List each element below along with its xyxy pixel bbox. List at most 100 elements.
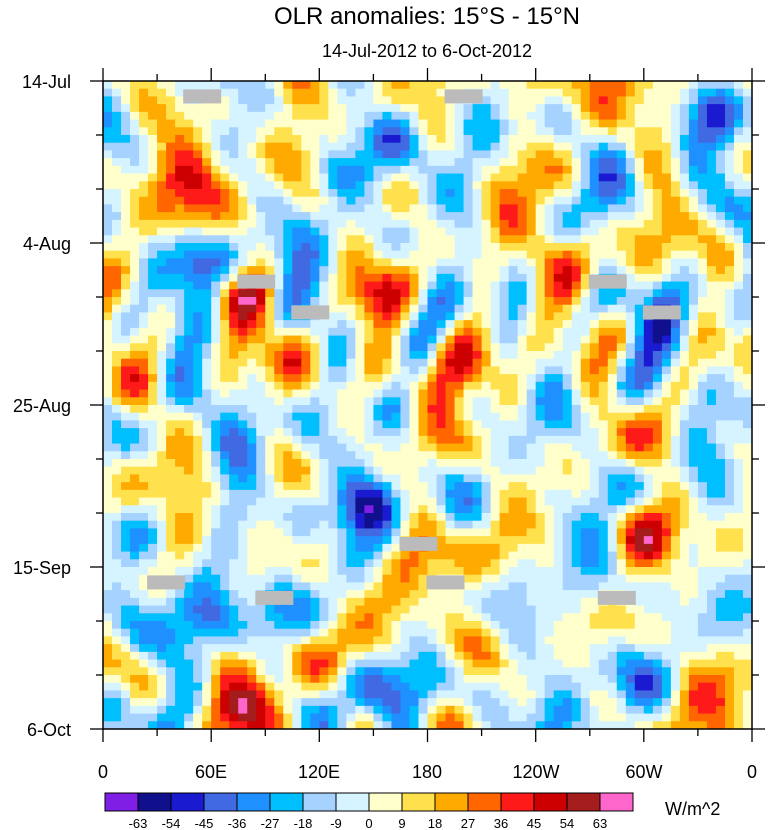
anomaly-cell	[427, 567, 438, 576]
anomaly-cell	[121, 111, 131, 121]
anomaly-cell	[652, 235, 663, 244]
anomaly-cell	[427, 597, 438, 607]
anomaly-cell	[643, 266, 654, 275]
anomaly-cell	[301, 428, 311, 437]
anomaly-cell	[292, 590, 302, 599]
anomaly-cell	[427, 189, 438, 198]
anomaly-cell	[724, 281, 735, 290]
anomaly-cell	[319, 181, 329, 190]
anomaly-cell	[607, 104, 618, 113]
anomaly-cell	[121, 135, 131, 144]
anomaly-cell	[697, 204, 708, 213]
anomaly-cell	[346, 219, 356, 229]
anomaly-cell	[292, 173, 302, 182]
anomaly-cell	[517, 165, 528, 175]
anomaly-cell	[400, 497, 411, 506]
anomaly-cell	[508, 304, 519, 314]
anomaly-cell	[472, 227, 483, 236]
anomaly-cell	[427, 81, 438, 90]
anomaly-cell	[634, 474, 645, 483]
anomaly-cell	[634, 605, 645, 614]
anomaly-cell	[175, 212, 185, 221]
anomaly-cell	[733, 420, 744, 429]
anomaly-cell	[409, 196, 420, 206]
anomaly-cell	[301, 405, 311, 414]
anomaly-cell	[373, 235, 384, 244]
anomaly-cell	[481, 150, 492, 159]
anomaly-cell	[121, 88, 131, 98]
anomaly-cell	[661, 343, 672, 352]
anomaly-cell	[544, 466, 555, 476]
anomaly-cell	[643, 173, 654, 182]
anomaly-cell	[472, 590, 483, 599]
anomaly-cell	[661, 335, 672, 344]
anomaly-cell	[346, 405, 356, 414]
anomaly-cell	[562, 528, 573, 537]
anomaly-cell	[634, 196, 645, 206]
anomaly-cell	[409, 258, 420, 267]
anomaly-cell	[391, 165, 402, 175]
anomaly-cell	[724, 582, 735, 591]
anomaly-cell	[319, 482, 329, 491]
anomaly-cell	[463, 451, 474, 460]
anomaly-cell	[337, 312, 347, 321]
anomaly-cell	[742, 88, 752, 98]
anomaly-cell	[508, 528, 519, 537]
anomaly-cell	[463, 574, 474, 584]
anomaly-cell	[256, 181, 266, 190]
anomaly-cell	[634, 381, 645, 391]
anomaly-cell	[706, 135, 717, 144]
anomaly-cell	[265, 289, 275, 298]
anomaly-cell	[148, 258, 158, 267]
anomaly-cell	[697, 119, 708, 128]
anomaly-cell	[328, 196, 338, 206]
anomaly-cell	[580, 459, 591, 468]
anomaly-cell	[220, 489, 230, 499]
anomaly-cell	[472, 397, 483, 406]
anomaly-cell	[202, 567, 212, 576]
anomaly-cell	[382, 289, 393, 298]
anomaly-cell	[103, 474, 113, 483]
anomaly-cell	[724, 235, 735, 244]
anomaly-cell	[643, 158, 654, 167]
anomaly-cell	[175, 273, 185, 283]
anomaly-cell	[445, 119, 456, 128]
anomaly-cell	[724, 289, 735, 298]
anomaly-cell	[328, 574, 338, 584]
anomaly-cell	[247, 119, 257, 128]
anomaly-cell	[679, 281, 690, 290]
anomaly-cell	[418, 559, 429, 568]
anomaly-cell	[562, 204, 573, 213]
anomaly-cell	[733, 397, 744, 406]
anomaly-cell	[328, 435, 338, 445]
anomaly-cell	[517, 135, 528, 144]
anomaly-cell	[148, 335, 158, 344]
anomaly-cell	[427, 459, 438, 468]
anomaly-cell	[706, 381, 717, 391]
anomaly-cell	[652, 266, 663, 275]
anomaly-cell	[607, 451, 618, 460]
anomaly-cell	[526, 574, 537, 584]
anomaly-cell	[697, 289, 708, 298]
anomaly-cell	[625, 235, 636, 244]
anomaly-cell	[193, 81, 203, 90]
anomaly-cell	[490, 574, 501, 584]
anomaly-cell	[688, 127, 699, 136]
anomaly-cell	[139, 343, 149, 352]
anomaly-cell	[643, 88, 654, 98]
anomaly-cell	[256, 204, 266, 213]
anomaly-cell	[238, 150, 248, 159]
anomaly-cell	[229, 366, 239, 375]
anomaly-cell	[373, 158, 384, 167]
anomaly-cell	[697, 459, 708, 468]
anomaly-cell	[670, 466, 681, 476]
anomaly-cell	[391, 551, 402, 560]
anomaly-cell	[355, 528, 365, 537]
anomaly-cell	[634, 96, 645, 105]
anomaly-cell	[643, 520, 654, 530]
anomaly-cell	[454, 466, 465, 476]
anomaly-cell	[472, 513, 483, 522]
anomaly-cell	[202, 374, 212, 383]
anomaly-cell	[679, 497, 690, 506]
anomaly-cell	[130, 165, 140, 175]
